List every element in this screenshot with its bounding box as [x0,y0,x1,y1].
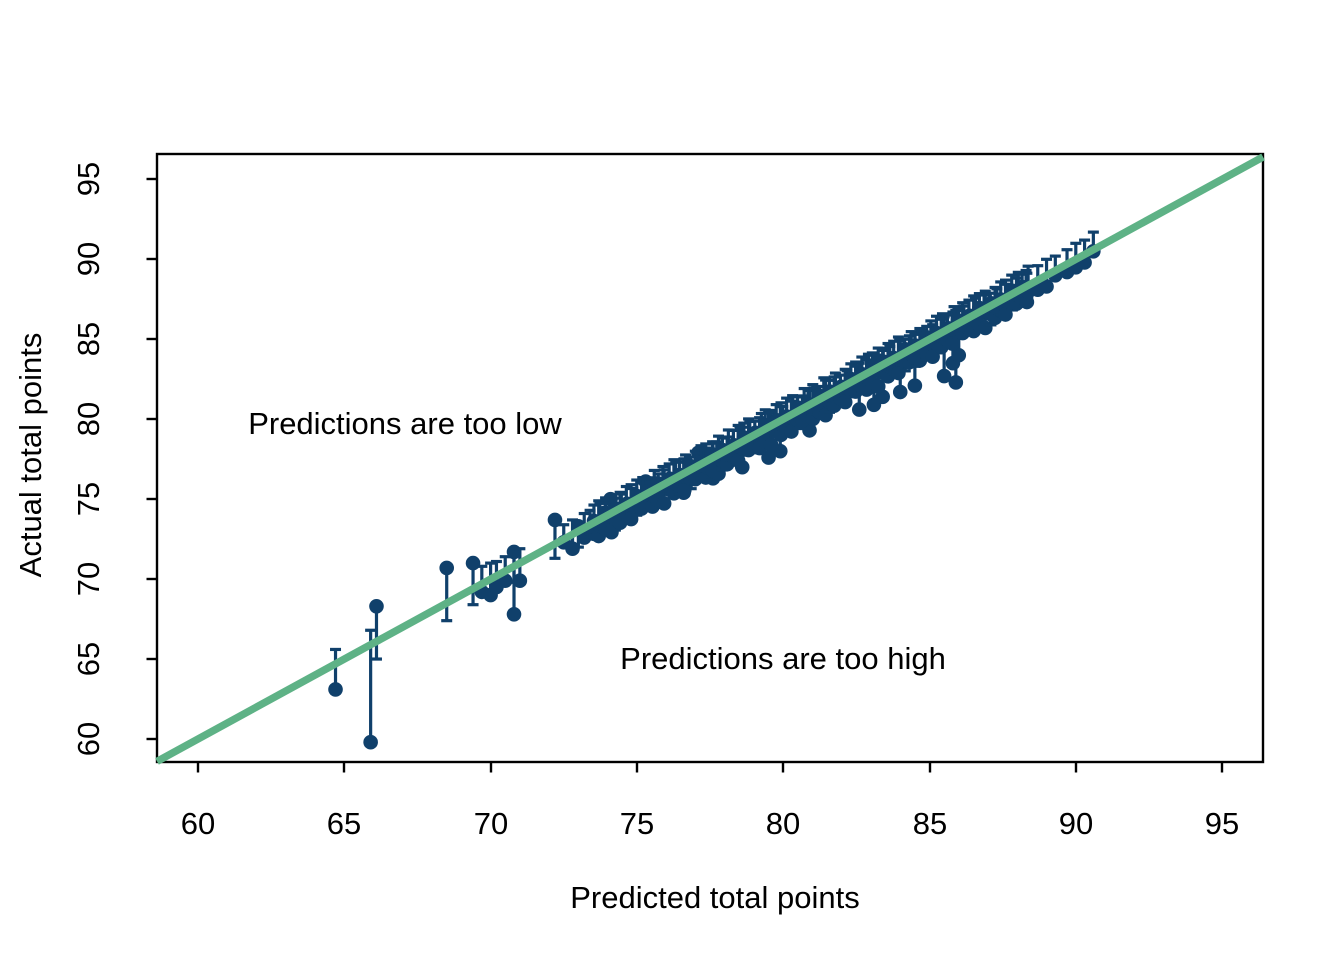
y-tick-label: 65 [71,642,106,676]
annotation-too-high: Predictions are too high [620,641,946,676]
x-tick-label: 60 [181,806,215,841]
annotation-too-low: Predictions are too low [248,406,562,441]
x-tick-label: 95 [1205,806,1239,841]
plot-box [155,152,1265,764]
y-tick-label: 90 [71,242,106,276]
y-tick-label: 60 [71,722,106,756]
y-tick-label: 75 [71,482,106,516]
x-tick-label: 80 [766,806,800,841]
y-tick-label: 95 [71,162,106,196]
y-axis-title: Actual total points [13,333,48,578]
x-tick-label: 75 [620,806,654,841]
x-axis-title: Predicted total points [570,880,860,915]
x-tick-label: 85 [913,806,947,841]
y-tick-label: 70 [71,562,106,596]
y-tick-label: 85 [71,322,106,356]
x-tick-label: 70 [474,806,508,841]
y-tick-label: 80 [71,402,106,436]
y-axis: 60 65 70 75 80 85 90 95 Actual total poi… [13,162,157,756]
identity-layer [155,153,1265,765]
x-tick-label: 65 [327,806,361,841]
x-axis: 60 65 70 75 80 85 90 95 Predicted total … [181,762,1239,915]
x-tick-label: 90 [1059,806,1093,841]
